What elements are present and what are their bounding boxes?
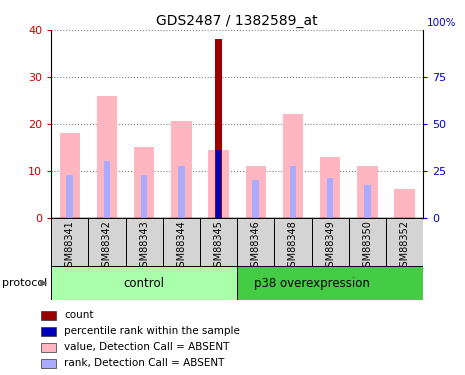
Text: GSM88344: GSM88344 [176,220,186,273]
Bar [237,217,274,266]
Bar [141,176,147,217]
Text: GSM88352: GSM88352 [399,220,410,273]
Bar [200,217,237,266]
Bar [208,150,229,217]
Title: GDS2487 / 1382589_at: GDS2487 / 1382589_at [156,13,318,28]
Bar [386,217,423,266]
Bar [327,178,333,218]
Bar [320,157,340,218]
Bar [97,96,117,218]
Text: p38 overexpression: p38 overexpression [253,277,370,290]
Bar [283,114,303,218]
Text: GSM88350: GSM88350 [362,220,372,273]
Text: 100%: 100% [427,18,456,28]
Bar [290,166,296,218]
Bar [274,217,312,266]
Text: GSM88348: GSM88348 [288,220,298,273]
Bar [66,176,73,217]
Bar [394,189,415,217]
Bar [171,122,192,218]
Bar [163,217,200,266]
Bar [41,359,56,368]
Bar [364,185,371,218]
Text: percentile rank within the sample: percentile rank within the sample [64,326,240,336]
Bar [246,166,266,218]
Text: GSM88341: GSM88341 [65,220,75,273]
Bar [126,217,163,266]
Bar [216,150,221,217]
Bar [51,266,237,300]
Text: control: control [124,277,165,290]
Bar [252,180,259,218]
Bar [357,166,378,218]
Bar [104,161,110,218]
Bar [51,217,88,266]
Text: GSM88342: GSM88342 [102,220,112,273]
Bar [349,217,386,266]
Text: GSM88349: GSM88349 [325,220,335,273]
Bar [215,39,222,218]
Bar [60,133,80,218]
Text: GSM88346: GSM88346 [251,220,261,273]
Bar [41,327,56,336]
Text: GSM88345: GSM88345 [213,220,224,273]
Bar [312,217,349,266]
Text: rank, Detection Call = ABSENT: rank, Detection Call = ABSENT [64,358,225,368]
Bar [134,147,154,218]
Bar [88,217,126,266]
Text: protocol: protocol [2,278,47,288]
Text: p38 overexpression: p38 overexpression [0,374,1,375]
Text: GSM88343: GSM88343 [139,220,149,273]
Text: value, Detection Call = ABSENT: value, Detection Call = ABSENT [64,342,230,352]
Text: control: control [0,374,1,375]
Bar [41,311,56,320]
Bar [178,166,185,218]
Bar [237,266,423,300]
Text: count: count [64,310,94,321]
Bar [41,343,56,352]
